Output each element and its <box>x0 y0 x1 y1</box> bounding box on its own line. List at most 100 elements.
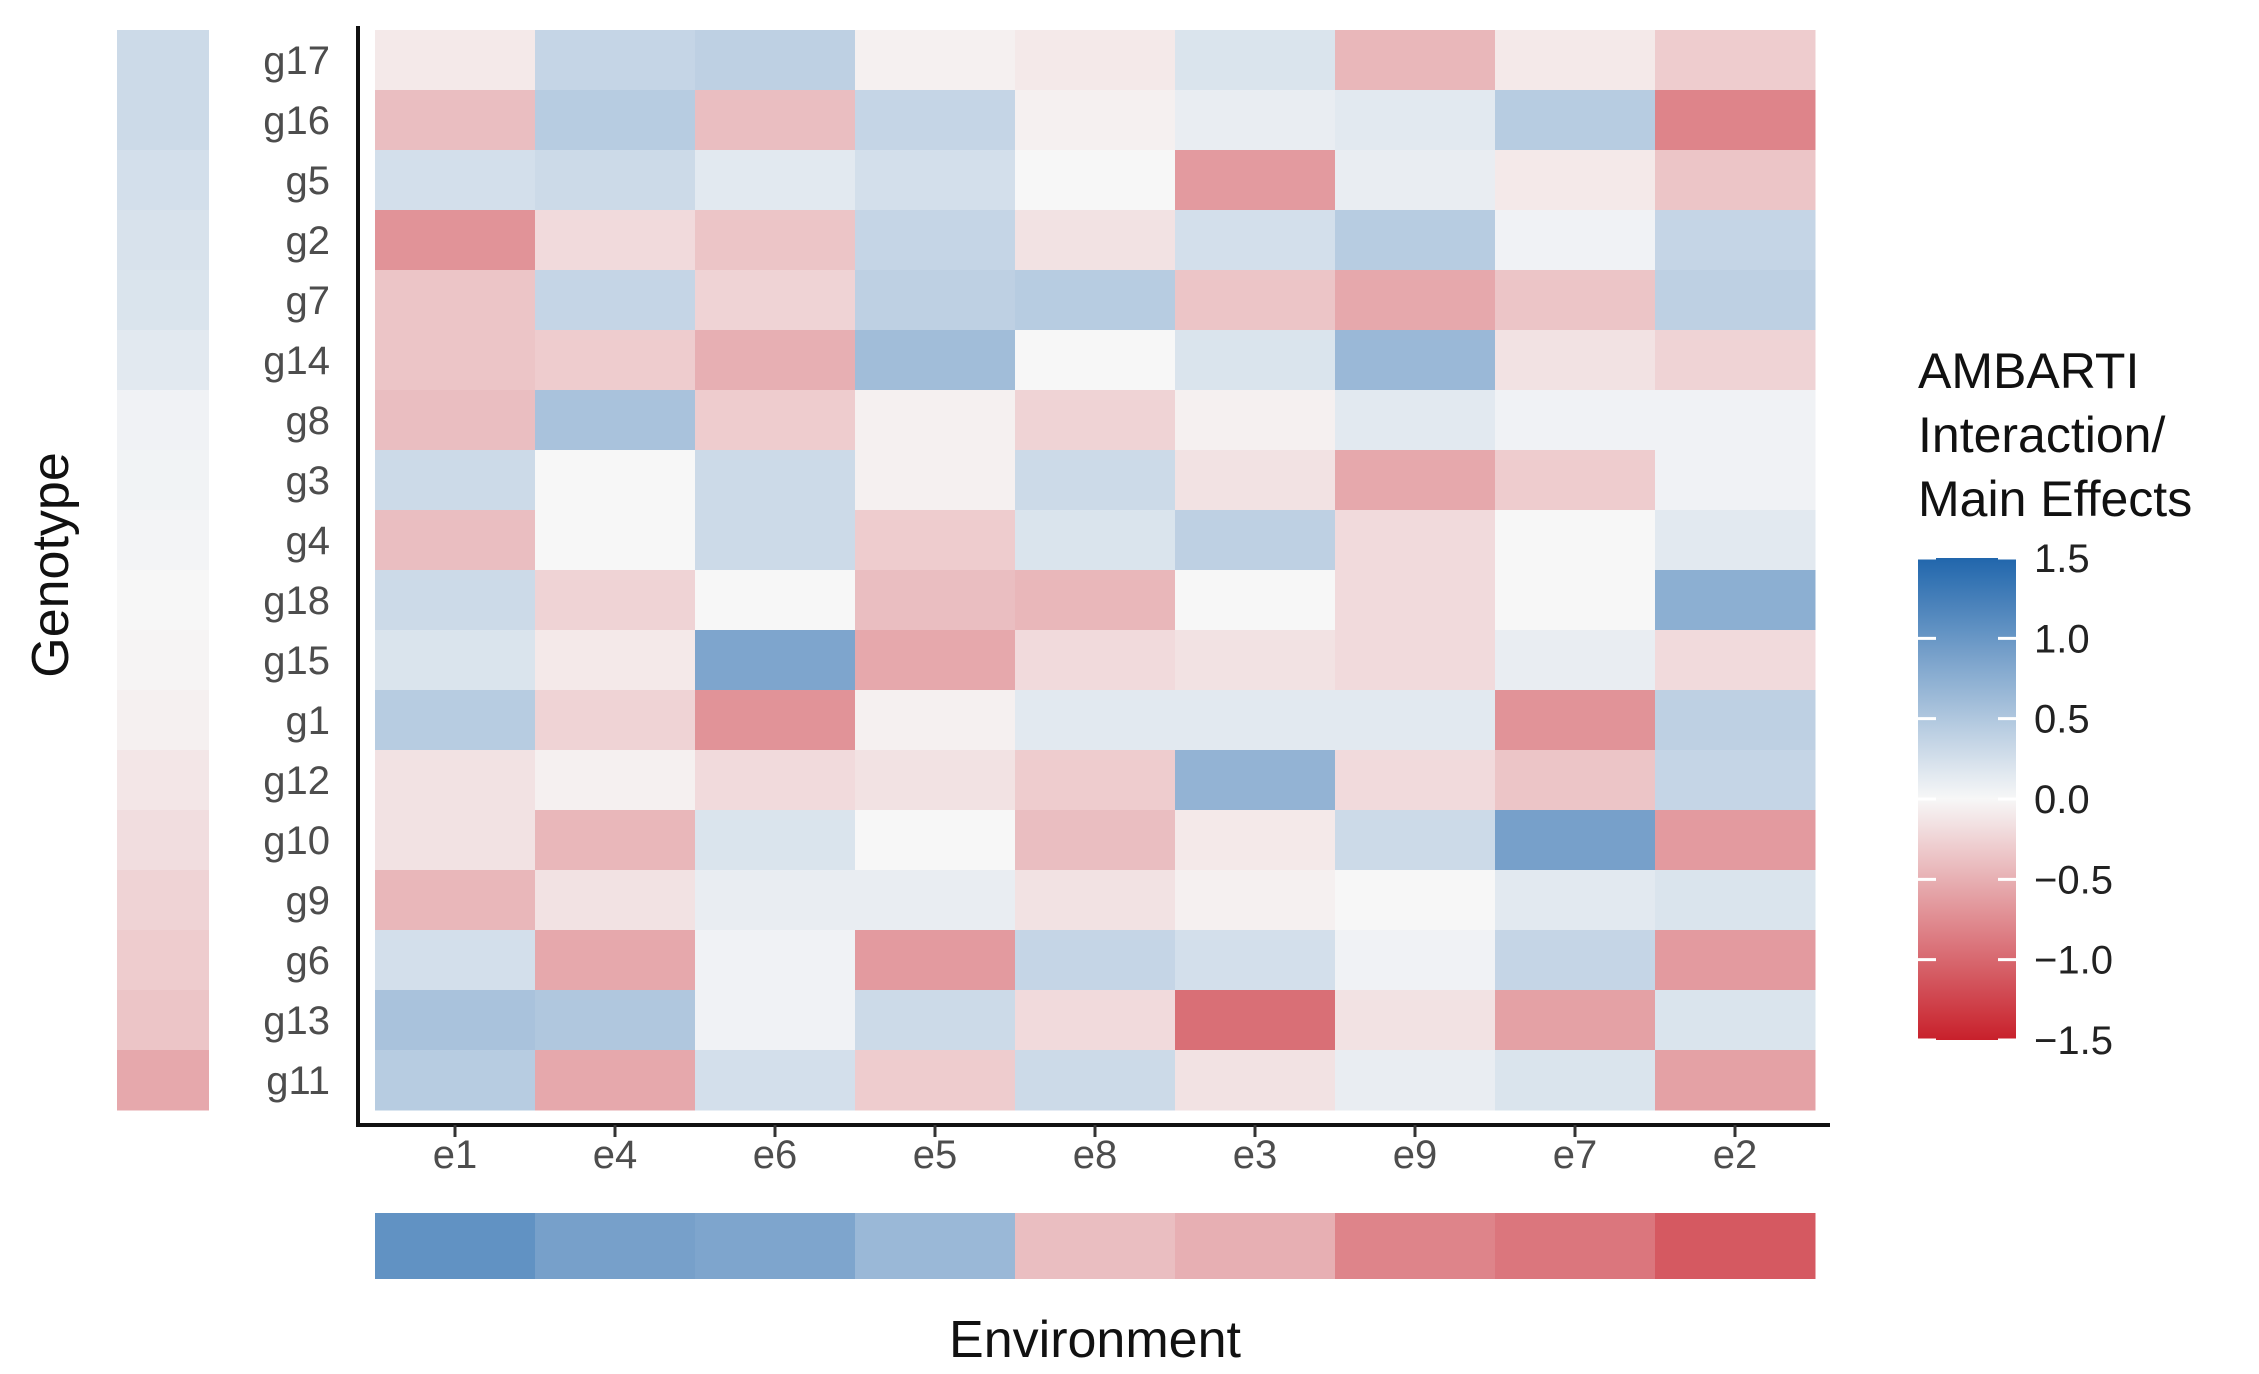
heatmap-cell-g9-e6 <box>695 870 856 931</box>
heatmap-cell-g17-e3 <box>1175 30 1336 91</box>
heatmap-cell-g1-e4 <box>535 690 696 751</box>
heatmap-cell-g12-e2 <box>1655 750 1816 811</box>
y-tick-label-g9: g9 <box>286 879 331 923</box>
y-tick-label-g17: g17 <box>263 39 330 83</box>
heatmap-cell-g5-e9 <box>1335 150 1496 211</box>
legend-title-line-2: Interaction/ <box>1918 407 2165 463</box>
heatmap-cell-g12-e4 <box>535 750 696 811</box>
heatmap-cell-g10-e1 <box>375 810 536 871</box>
heatmap-cell-g9-e5 <box>855 870 1016 931</box>
y-tick-label-g16: g16 <box>263 99 330 143</box>
heatmap-cell-g16-e9 <box>1335 90 1496 151</box>
heatmap-cell-g16-e3 <box>1175 90 1336 151</box>
heatmap-cell-g13-e2 <box>1655 990 1816 1051</box>
y-tick-labels: g17 g16 g5 g2 g7 g14 g8 g3 g4 g18 g15 g1 g12 g10 g9 g6 g… <box>263 39 330 1103</box>
heatmap-cell-g5-e1 <box>375 150 536 211</box>
heatmap-cell-g11-e1 <box>375 1050 536 1111</box>
heatmap-cell-g12-e8 <box>1015 750 1176 811</box>
heatmap-cell-g8-e1 <box>375 390 536 451</box>
heatmap-cell-g1-e8 <box>1015 690 1176 751</box>
heatmap-cell-g6-e6 <box>695 930 856 991</box>
y-tick-label-g11: g11 <box>266 1059 330 1103</box>
legend-title-line-1: AMBARTI <box>1918 343 2139 399</box>
y-tick-label-g15: g15 <box>263 639 330 683</box>
environment-effect-e9 <box>1335 1213 1496 1279</box>
heatmap-cell-g4-e6 <box>695 510 856 571</box>
heatmap-cell-g16-e8 <box>1015 90 1176 151</box>
heatmap-cell-g12-e3 <box>1175 750 1336 811</box>
heatmap-cell-g9-e4 <box>535 870 696 931</box>
heatmap-cell-g8-e6 <box>695 390 856 451</box>
heatmap-cell-g6-e3 <box>1175 930 1336 991</box>
y-tick-label-g13: g13 <box>263 999 330 1043</box>
y-tick-label-g6: g6 <box>286 939 331 983</box>
genotype-effect-g6 <box>117 930 209 991</box>
heatmap-cell-g9-e9 <box>1335 870 1496 931</box>
heatmap-cell-g1-e5 <box>855 690 1016 751</box>
genotype-effect-g18 <box>117 570 209 631</box>
heatmap-cell-g10-e4 <box>535 810 696 871</box>
heatmap-cell-g9-e3 <box>1175 870 1336 931</box>
heatmap-cell-g8-e2 <box>1655 390 1816 451</box>
heatmap-cell-g15-e9 <box>1335 630 1496 691</box>
legend-tick-label: −1.5 <box>2034 1019 2113 1063</box>
environment-effect-e7 <box>1495 1213 1656 1279</box>
heatmap-cell-g14-e8 <box>1015 330 1176 391</box>
heatmap-cell-g18-e1 <box>375 570 536 631</box>
heatmap-cell-g17-e8 <box>1015 30 1176 91</box>
y-tick-label-g14: g14 <box>263 339 330 383</box>
heatmap-cell-g7-e2 <box>1655 270 1816 331</box>
heatmap-cell-g7-e5 <box>855 270 1016 331</box>
y-tick-label-g18: g18 <box>263 579 330 623</box>
heatmap-cell-g15-e1 <box>375 630 536 691</box>
genotype-effect-g12 <box>117 750 209 811</box>
heatmap-cell-g5-e6 <box>695 150 856 211</box>
heatmap-cell-g14-e3 <box>1175 330 1336 391</box>
heatmap-cell-g13-e1 <box>375 990 536 1051</box>
heatmap-cell-g7-e1 <box>375 270 536 331</box>
heatmap-cell-g14-e5 <box>855 330 1016 391</box>
heatmap-cell-g13-e7 <box>1495 990 1656 1051</box>
heatmap-cell-g14-e7 <box>1495 330 1656 391</box>
heatmap-cell-g2-e9 <box>1335 210 1496 271</box>
legend-tick-label: 1.5 <box>2034 537 2090 581</box>
legend-ticks: 1.5 1.0 0.5 0.0 −0.5 −1.0 −1.5 <box>1918 537 2113 1063</box>
heatmap-cell-g5-e7 <box>1495 150 1656 211</box>
heatmap-cell-g3-e5 <box>855 450 1016 511</box>
environment-effect-e5 <box>855 1213 1016 1279</box>
legend-tick-label: 0.5 <box>2034 698 2090 742</box>
heatmap-cell-g11-e3 <box>1175 1050 1336 1111</box>
heatmap-cell-g6-e8 <box>1015 930 1176 991</box>
heatmap-cell-g1-e2 <box>1655 690 1816 751</box>
environment-effect-e2 <box>1655 1213 1816 1279</box>
heatmap-cell-g2-e2 <box>1655 210 1816 271</box>
heatmap-cell-g4-e4 <box>535 510 696 571</box>
heatmap-cell-g13-e9 <box>1335 990 1496 1051</box>
heatmap-cell-g12-e1 <box>375 750 536 811</box>
y-tick-label-g7: g7 <box>286 279 331 323</box>
heatmap-cell-g18-e3 <box>1175 570 1336 631</box>
heatmap-cell-g11-e6 <box>695 1050 856 1111</box>
heatmap-cell-g15-e2 <box>1655 630 1816 691</box>
genotype-effect-g7 <box>117 270 209 331</box>
genotype-effect-g5 <box>117 150 209 211</box>
environment-effect-e6 <box>695 1213 856 1279</box>
heatmap-cell-g6-e9 <box>1335 930 1496 991</box>
heatmap-cell-g4-e5 <box>855 510 1016 571</box>
heatmap-cells <box>375 30 1816 1111</box>
heatmap-cell-g4-e8 <box>1015 510 1176 571</box>
environment-effect-e3 <box>1175 1213 1336 1279</box>
heatmap-cell-g5-e2 <box>1655 150 1816 211</box>
y-tick-label-g4: g4 <box>286 519 331 563</box>
heatmap-cell-g9-e1 <box>375 870 536 931</box>
genotype-effect-g15 <box>117 630 209 691</box>
genotype-effect-g13 <box>117 990 209 1051</box>
heatmap-cell-g8-e5 <box>855 390 1016 451</box>
heatmap-cell-g1-e3 <box>1175 690 1336 751</box>
heatmap-cell-g17-e9 <box>1335 30 1496 91</box>
heatmap-cell-g16-e1 <box>375 90 536 151</box>
heatmap-cell-g1-e7 <box>1495 690 1656 751</box>
heatmap-cell-g8-e3 <box>1175 390 1336 451</box>
genotype-effect-g2 <box>117 210 209 271</box>
